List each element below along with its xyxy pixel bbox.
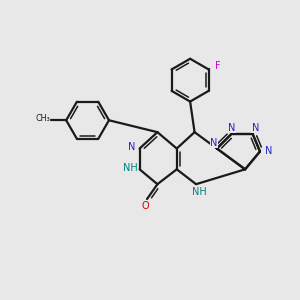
Text: N: N xyxy=(210,138,218,148)
Text: N: N xyxy=(128,142,136,152)
Text: N: N xyxy=(265,146,272,157)
Text: N: N xyxy=(228,123,236,133)
Text: F: F xyxy=(215,61,221,71)
Text: O: O xyxy=(142,201,149,211)
Text: N: N xyxy=(252,123,259,133)
Text: NH: NH xyxy=(192,187,207,196)
Text: NH: NH xyxy=(123,163,137,173)
Text: CH₃: CH₃ xyxy=(35,114,50,123)
